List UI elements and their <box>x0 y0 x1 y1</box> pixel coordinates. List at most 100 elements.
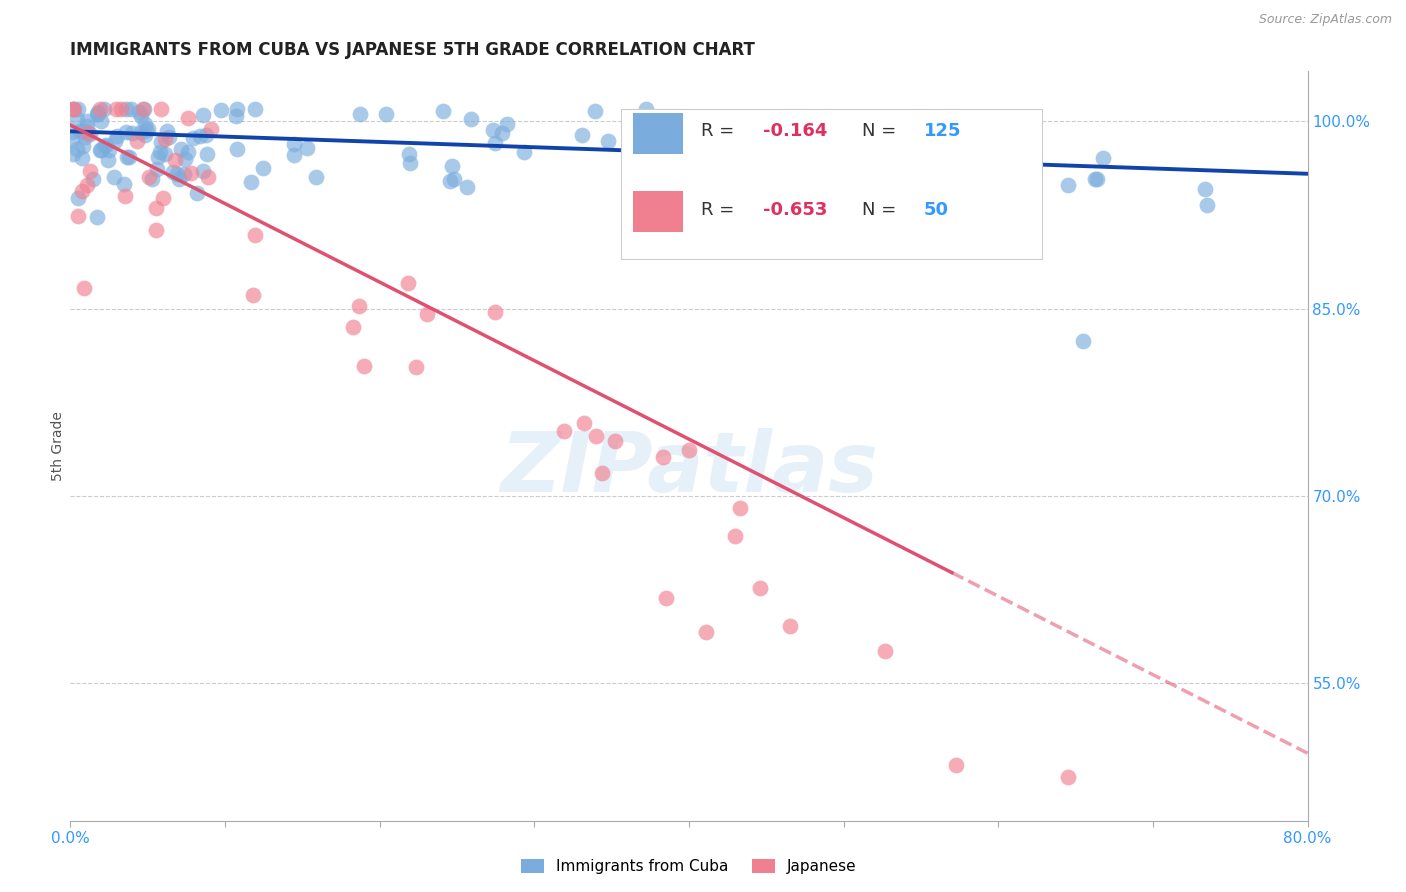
Point <box>62 102 84 116</box>
Point <box>104 102 127 116</box>
Point <box>484 136 506 150</box>
Point <box>107 128 129 143</box>
Point <box>174 152 197 166</box>
Point <box>585 429 607 443</box>
Point <box>779 619 801 633</box>
Text: N =: N = <box>862 122 903 140</box>
Point <box>375 107 398 121</box>
Point <box>66 142 89 156</box>
Point <box>245 227 267 242</box>
Point <box>1057 770 1080 784</box>
Point <box>121 127 143 141</box>
Point <box>814 143 837 157</box>
Point <box>727 144 749 158</box>
Point <box>150 102 173 116</box>
Text: IMMIGRANTS FROM CUBA VS JAPANESE 5TH GRADE CORRELATION CHART: IMMIGRANTS FROM CUBA VS JAPANESE 5TH GRA… <box>70 41 755 59</box>
Point <box>173 167 195 181</box>
Point <box>177 145 200 160</box>
Point <box>66 209 89 223</box>
Point <box>79 164 101 178</box>
Point <box>1073 334 1095 348</box>
Point <box>571 128 593 142</box>
Point <box>66 112 89 127</box>
Point <box>73 130 96 145</box>
Point <box>905 200 928 214</box>
Point <box>76 178 98 192</box>
Point <box>239 175 262 189</box>
Point <box>132 102 155 116</box>
Point <box>104 134 127 148</box>
Point <box>416 307 439 321</box>
Point <box>76 119 98 133</box>
Point <box>728 500 751 515</box>
Point <box>349 107 371 121</box>
Point <box>245 102 267 116</box>
Text: -0.653: -0.653 <box>763 201 828 219</box>
Point <box>242 287 264 301</box>
Point <box>118 150 141 164</box>
Point <box>733 145 755 159</box>
Point <box>115 102 138 116</box>
Point <box>195 146 218 161</box>
Text: Source: ZipAtlas.com: Source: ZipAtlas.com <box>1258 13 1392 27</box>
Point <box>583 104 606 119</box>
Point <box>146 150 169 164</box>
Text: N =: N = <box>862 201 903 219</box>
Point <box>69 124 91 138</box>
Point <box>66 102 89 116</box>
Point <box>150 135 173 149</box>
Point <box>114 188 136 202</box>
Point <box>572 417 595 431</box>
Point <box>93 102 115 116</box>
Point <box>496 118 519 132</box>
Point <box>512 145 534 159</box>
Y-axis label: 5th Grade: 5th Grade <box>51 411 65 481</box>
Point <box>770 168 793 182</box>
Point <box>134 117 156 131</box>
Point <box>110 102 132 116</box>
Point <box>97 143 120 157</box>
Point <box>128 104 150 119</box>
Point <box>136 122 159 136</box>
Point <box>129 109 152 123</box>
Point <box>97 153 120 168</box>
Point <box>780 152 803 166</box>
Point <box>86 210 108 224</box>
Text: 125: 125 <box>924 122 962 140</box>
Point <box>87 105 110 120</box>
Point <box>305 170 328 185</box>
Point <box>855 144 877 158</box>
Point <box>90 143 112 157</box>
Point <box>157 130 180 145</box>
Point <box>482 123 505 137</box>
Point <box>875 644 897 658</box>
Point <box>89 102 111 116</box>
Point <box>439 174 461 188</box>
Text: 50: 50 <box>924 201 949 219</box>
Point <box>132 102 155 116</box>
Point <box>1056 178 1078 192</box>
Point <box>166 167 188 181</box>
Point <box>62 146 84 161</box>
Point <box>76 114 98 128</box>
Point <box>188 129 211 144</box>
Point <box>1195 198 1218 212</box>
Point <box>70 152 93 166</box>
Point <box>60 131 83 145</box>
Point <box>955 169 977 184</box>
Point <box>193 164 215 178</box>
Point <box>170 142 193 156</box>
Point <box>297 141 319 155</box>
Point <box>657 229 679 244</box>
Point <box>1092 151 1115 165</box>
Point <box>86 107 108 121</box>
Point <box>491 126 513 140</box>
Point <box>591 466 613 480</box>
Point <box>1083 171 1105 186</box>
Point <box>186 186 208 200</box>
Point <box>153 131 176 145</box>
Point <box>72 139 94 153</box>
Point <box>655 591 678 606</box>
Point <box>935 202 957 217</box>
Point <box>460 112 482 126</box>
